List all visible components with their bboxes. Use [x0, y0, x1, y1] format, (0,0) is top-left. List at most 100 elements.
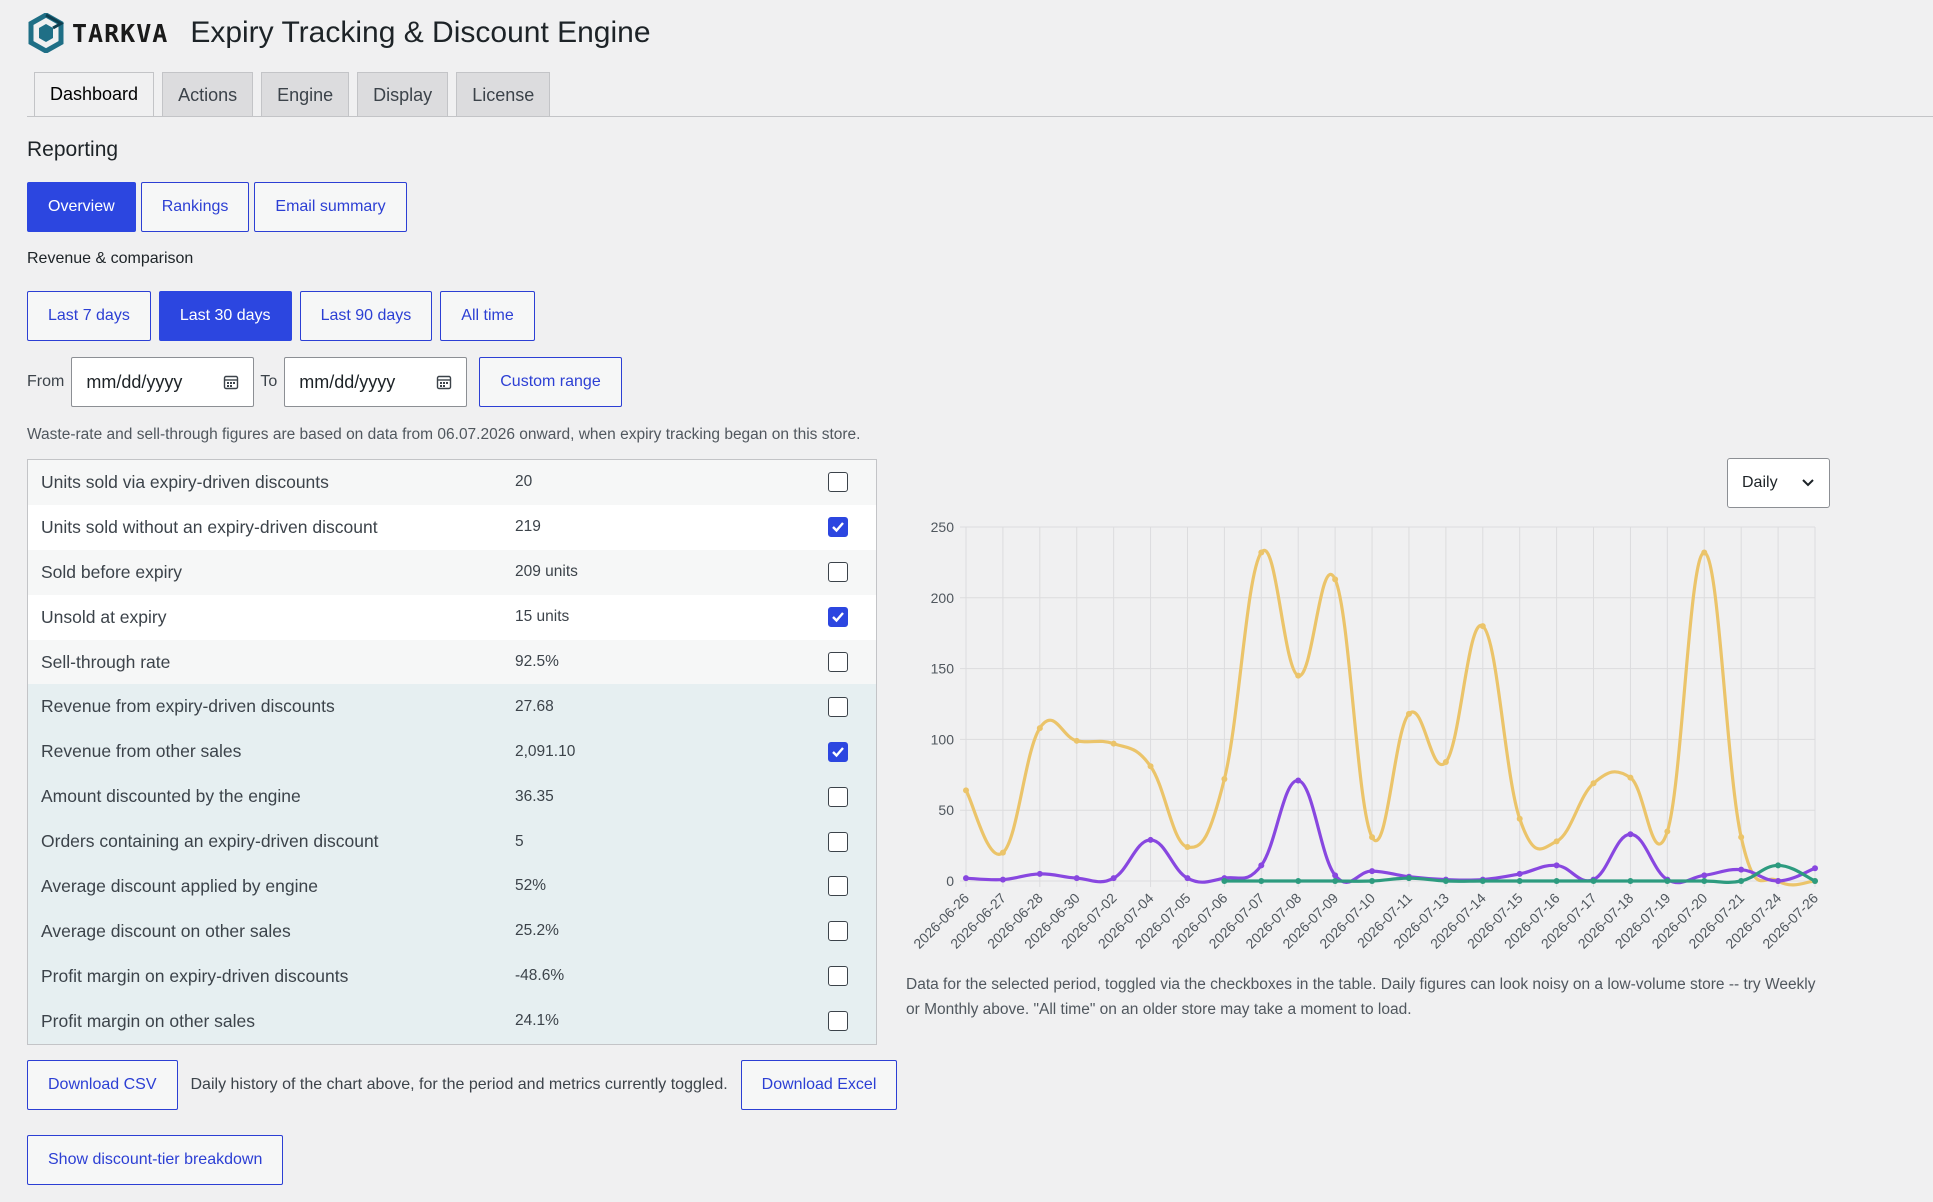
revenue-comparison-label: Revenue & comparison: [27, 250, 194, 267]
series-point: [1738, 866, 1745, 873]
from-date-field[interactable]: mm/dd/yyyy: [71, 357, 255, 407]
metric-checkbox[interactable]: [828, 921, 848, 942]
custom-range-button[interactable]: Custom range: [479, 357, 622, 407]
series-point: [999, 849, 1006, 856]
metric-row: Amount discounted by the engine 36.35: [28, 774, 876, 820]
metric-checkbox[interactable]: [828, 1011, 848, 1032]
series-point: [1332, 872, 1339, 879]
series-point: [1184, 844, 1191, 851]
metric-checkbox[interactable]: [828, 472, 848, 493]
series-point: [1590, 878, 1597, 884]
series-point: [1664, 828, 1671, 835]
metric-checkbox[interactable]: [828, 876, 848, 897]
calendar-icon[interactable]: [436, 374, 452, 390]
series-point: [1258, 862, 1265, 869]
series-point: [1812, 865, 1818, 872]
metric-label: Units sold without an expiry-driven disc…: [41, 516, 378, 537]
custom-date-row: From mm/dd/yyyy To mm/dd/yyyy Custom ran…: [27, 357, 622, 407]
series-point: [1147, 836, 1154, 843]
metric-label: Unsold at expiry: [41, 606, 167, 627]
series-point: [1369, 878, 1376, 884]
checkmark-icon: [832, 746, 844, 758]
metric-label: Amount discounted by the engine: [41, 786, 301, 807]
y-tick-label: 100: [931, 731, 955, 747]
last-90-days-button[interactable]: Last 90 days: [299, 291, 433, 341]
logo-icon: [28, 13, 64, 53]
series-point: [1036, 725, 1043, 732]
y-tick-label: 50: [938, 802, 954, 818]
metric-label: Profit margin on other sales: [41, 1010, 255, 1031]
to-label: To: [260, 373, 278, 390]
metric-row: Revenue from expiry-driven discounts 27.6…: [28, 684, 876, 730]
metrics-table: Units sold via expiry-driven discounts 20…: [27, 459, 877, 1045]
tab-display[interactable]: Display: [357, 72, 449, 117]
y-tick-label: 200: [931, 590, 955, 606]
series-line-0: [964, 548, 1816, 887]
email-summary-button[interactable]: Email summary: [254, 182, 407, 232]
calendar-icon[interactable]: [223, 374, 239, 390]
chart-note: Data for the selected period, toggled vi…: [906, 976, 1816, 1018]
download-description: Daily history of the chart above, for th…: [190, 1076, 728, 1093]
all-time-button[interactable]: All time: [440, 291, 535, 341]
metric-checkbox[interactable]: [828, 786, 848, 807]
tab-actions[interactable]: Actions: [162, 72, 254, 117]
period-select-value: Daily: [1742, 474, 1778, 491]
metric-checkbox[interactable]: [828, 652, 848, 672]
tab-engine[interactable]: Engine: [261, 72, 350, 117]
period-select[interactable]: Daily: [1727, 458, 1830, 508]
metric-checkbox[interactable]: [828, 966, 848, 987]
series-point: [1221, 878, 1228, 884]
metric-checkbox[interactable]: [828, 741, 848, 762]
metric-label: Average discount applied by engine: [41, 875, 318, 896]
series-point: [1664, 878, 1671, 884]
overview-button[interactable]: Overview: [27, 182, 136, 232]
series-point: [1516, 878, 1523, 884]
tab-dashboard[interactable]: Dashboard: [34, 72, 155, 117]
last-7-days-button[interactable]: Last 7 days: [27, 291, 151, 341]
tracking-note: Waste-rate and sell-through figures are …: [27, 426, 861, 443]
tab-license[interactable]: License: [456, 72, 551, 117]
discount-tier-breakdown-button[interactable]: Show discount-tier breakdown: [27, 1135, 284, 1185]
metric-row: Sold before expiry 209 units: [28, 549, 876, 595]
series-point: [1442, 878, 1449, 884]
metric-checkbox[interactable]: [828, 831, 848, 852]
metric-row: Profit margin on expiry-driven discounts…: [28, 953, 876, 999]
metric-row: Revenue from other sales 2,091.10: [28, 729, 876, 775]
metric-label: Sold before expiry: [41, 561, 183, 582]
series-point: [1332, 878, 1339, 884]
metric-value: 92.5%: [515, 653, 559, 670]
to-date-placeholder: mm/dd/yyyy: [299, 371, 396, 392]
series-point: [1036, 870, 1043, 877]
metric-checkbox[interactable]: [828, 562, 848, 583]
nav-divider: [27, 116, 1933, 117]
series-point: [1295, 878, 1302, 884]
download-excel-button[interactable]: Download Excel: [740, 1060, 898, 1110]
to-date-field[interactable]: mm/dd/yyyy: [284, 357, 468, 407]
series-point: [1553, 878, 1560, 884]
series-point: [1516, 815, 1523, 822]
last-30-days-button[interactable]: Last 30 days: [158, 291, 292, 341]
metric-row: Sell-through rate 92.5%: [28, 639, 876, 685]
metrics-line-chart: 0501001502002502026-06-262026-06-272026-…: [910, 519, 1821, 952]
metric-checkbox[interactable]: [828, 696, 848, 717]
metric-value: 25.2%: [515, 922, 559, 940]
metric-checkbox[interactable]: [828, 607, 848, 628]
series-point: [1073, 875, 1080, 882]
rankings-button[interactable]: Rankings: [140, 182, 250, 232]
metric-label: Average discount on other sales: [41, 920, 291, 941]
series-point: [1221, 776, 1228, 783]
checkmark-icon: [832, 522, 844, 533]
download-csv-button[interactable]: Download CSV: [27, 1060, 178, 1110]
metric-label: Sell-through rate: [41, 651, 171, 672]
metric-value: 15 units: [515, 608, 570, 626]
series-point: [999, 876, 1006, 883]
metric-checkbox[interactable]: [828, 517, 848, 538]
series-point: [1110, 875, 1117, 882]
metric-value: 20: [515, 473, 533, 491]
series-point: [1553, 862, 1560, 869]
series-point: [1738, 878, 1745, 884]
series-point: [1775, 862, 1782, 869]
series-point: [1627, 831, 1634, 838]
logo-text: TARKVA: [72, 18, 169, 48]
series-point: [1369, 834, 1376, 841]
